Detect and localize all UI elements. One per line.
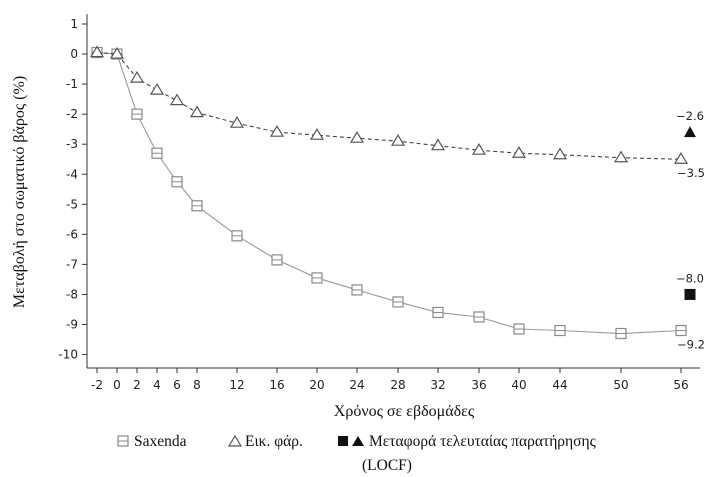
legend-label-locf-line2: (LOCF) — [362, 457, 412, 474]
y-tick-label: -7 — [66, 257, 78, 271]
x-tick-label: 0 — [113, 378, 121, 392]
x-tick-label: 2 — [133, 378, 141, 392]
placebo-point — [89, 45, 105, 58]
data-labels: −8.0 −2.6 −9.2 −3.5 — [676, 109, 705, 351]
y-tick-label: -10 — [58, 348, 78, 362]
locf-saxenda-point — [684, 288, 696, 300]
x-axis-ticks: -2 0 2 4 6 8 12 16 20 24 28 32 36 40 44 50 56 — [91, 368, 689, 392]
y-tick-label: -5 — [66, 197, 78, 211]
placebo-point — [430, 138, 446, 151]
y-axis-title: Μεταβολή στο σωματικό βάρος (%) — [11, 76, 28, 308]
y-axis-ticks: 1 0 -1 -2 -3 -4 -5 -6 -7 -8 -9 -10 — [58, 17, 87, 362]
placebo-point — [552, 147, 568, 160]
placebo-point — [109, 46, 125, 59]
y-tick-label: 1 — [70, 17, 78, 31]
x-tick-label: 24 — [349, 378, 364, 392]
x-tick-label: 40 — [511, 378, 526, 392]
locf-value-label: −8.0 — [676, 271, 704, 285]
y-tick-label: -3 — [66, 137, 78, 151]
placebo-point — [471, 143, 487, 155]
x-tick-label: 4 — [153, 378, 161, 392]
locf-placebo-point — [684, 126, 696, 138]
locf-value-label: −2.6 — [676, 109, 704, 123]
placebo-point — [349, 131, 365, 143]
placebo-point — [149, 82, 165, 95]
placebo-point — [511, 146, 527, 158]
legend-label-placebo: Εικ. φάρ. — [245, 433, 303, 450]
y-tick-label: -8 — [66, 287, 78, 301]
placebo-point — [390, 134, 406, 146]
placebo-point — [269, 125, 285, 137]
placebo-point — [169, 93, 185, 106]
y-tick-label: 0 — [70, 47, 78, 61]
x-tick-label: 32 — [430, 378, 445, 392]
x-tick-label: 12 — [229, 378, 244, 392]
series-layer — [89, 45, 696, 340]
placebo-point — [613, 150, 629, 163]
legend-marker-placebo — [227, 434, 243, 447]
x-tick-label: 20 — [309, 378, 324, 392]
x-axis-title: Χρόνος σε εβδομάδες — [334, 403, 475, 420]
placebo-point — [673, 152, 689, 164]
legend: Saxenda Εικ. φάρ. Μεταφορά τελευταίας πα… — [117, 433, 596, 474]
x-tick-label: -2 — [91, 378, 103, 392]
y-tick-label: -2 — [66, 107, 78, 121]
x-tick-label: 50 — [613, 378, 628, 392]
placebo-point — [309, 128, 325, 140]
placebo-point — [129, 70, 145, 83]
x-tick-label: 6 — [173, 378, 181, 392]
series-line-1 — [96, 51, 682, 160]
legend-label-saxenda: Saxenda — [134, 433, 187, 450]
chart-axes — [86, 14, 700, 369]
end-value-label: −9.2 — [677, 338, 705, 352]
x-tick-label: 56 — [673, 378, 688, 392]
end-value-label: −3.5 — [677, 166, 705, 180]
legend-marker-locf-triangle — [352, 436, 364, 446]
y-tick-label: -1 — [66, 77, 78, 91]
placebo-point — [229, 115, 245, 128]
placebo-point — [189, 105, 205, 118]
x-tick-label: 8 — [193, 378, 201, 392]
legend-label-locf: Μεταφορά τελευταίας παρατήρησης — [369, 433, 596, 450]
legend-marker-locf-square — [338, 436, 348, 446]
x-tick-label: 36 — [471, 378, 486, 392]
y-tick-label: -9 — [66, 318, 78, 332]
x-tick-label: 28 — [390, 378, 405, 392]
x-tick-label: 44 — [552, 378, 567, 392]
y-tick-label: -6 — [66, 227, 78, 241]
series-line-0 — [96, 51, 682, 335]
y-tick-label: -4 — [66, 167, 78, 181]
x-tick-label: 16 — [269, 378, 284, 392]
